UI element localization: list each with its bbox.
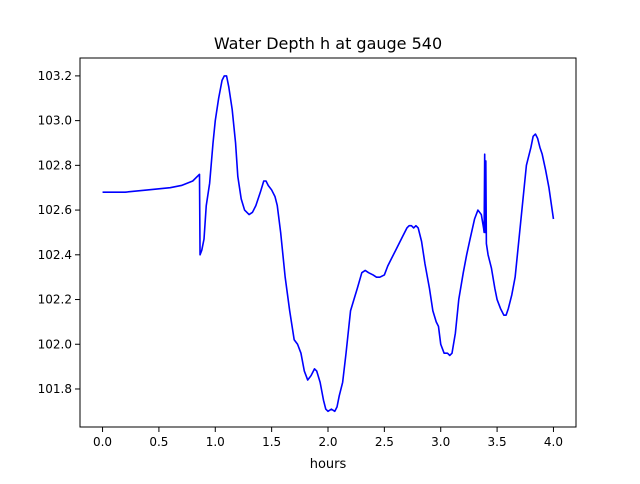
y-tick-label: 101.8 (38, 382, 72, 396)
x-tick-label: 0.0 (93, 435, 112, 449)
x-tick-label: 1.5 (262, 435, 281, 449)
y-tick-label: 102.2 (38, 293, 72, 307)
y-axis: 101.8 102.0 102.2 102.4 102.6 102.8 103.0 103.2 (38, 69, 80, 396)
chart-title: Water Depth h at gauge 540 (214, 34, 442, 53)
x-axis: 0.0 0.5 1.0 1.5 2.0 2.5 3.0 3.5 4.0 (93, 427, 563, 449)
x-tick-label: 0.5 (149, 435, 168, 449)
y-tick-label: 102.6 (38, 203, 72, 217)
x-tick-label: 3.5 (488, 435, 507, 449)
y-tick-label: 103.0 (38, 114, 72, 128)
x-axis-label: hours (310, 457, 347, 472)
y-tick-label: 102.8 (38, 158, 72, 172)
plot-area (102, 75, 555, 413)
x-tick-label: 2.0 (318, 435, 337, 449)
x-tick-label: 2.5 (375, 435, 394, 449)
y-tick-label: 103.2 (38, 69, 72, 83)
x-tick-label: 4.0 (544, 435, 563, 449)
series-line (102, 75, 555, 413)
axes-frame (79, 57, 577, 428)
y-tick-label: 102.0 (38, 337, 72, 351)
x-tick-label: 1.0 (206, 435, 225, 449)
y-tick-label: 102.4 (38, 248, 72, 262)
x-tick-label: 3.0 (431, 435, 450, 449)
